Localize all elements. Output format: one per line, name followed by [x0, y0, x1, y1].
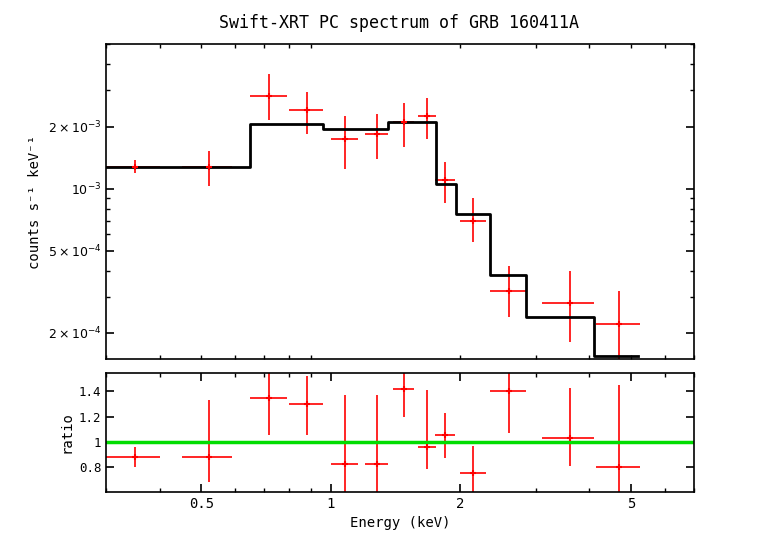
Text: Swift-XRT PC spectrum of GRB 160411A: Swift-XRT PC spectrum of GRB 160411A	[220, 14, 579, 32]
X-axis label: Energy (keV): Energy (keV)	[349, 517, 450, 530]
Y-axis label: counts s⁻¹ keV⁻¹: counts s⁻¹ keV⁻¹	[28, 135, 42, 269]
Y-axis label: ratio: ratio	[59, 411, 74, 453]
